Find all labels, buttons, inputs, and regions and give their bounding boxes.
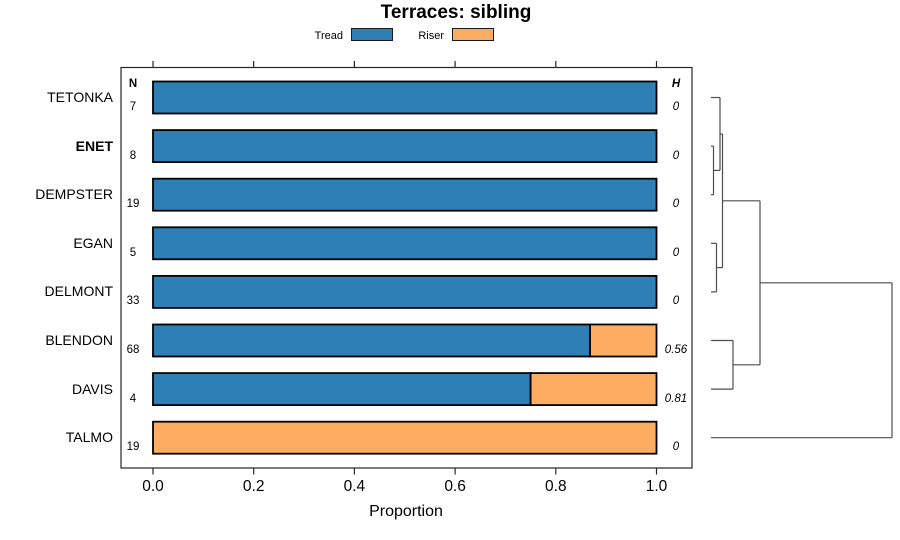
h-value-egan: 0 <box>672 246 680 259</box>
category-label-blendon: BLENDON <box>45 332 113 348</box>
plot-box <box>120 66 693 469</box>
bar-segment-tread-enet <box>152 129 658 164</box>
category-label-talmo: TALMO <box>65 429 113 446</box>
x-tick-label-0.0: 0.0 <box>142 478 164 495</box>
bar-segment-tread-blendon <box>152 323 591 358</box>
h-value-tetonka: 0 <box>672 101 680 113</box>
bar-segment-riser-talmo <box>152 420 658 455</box>
bar-segment-tread-dempster <box>152 177 658 212</box>
n-value-blendon: 68 <box>126 344 140 356</box>
h-value-blendon: 0.56 <box>664 344 688 356</box>
h-value-enet: 0 <box>672 149 680 162</box>
n-value-dempster: 19 <box>126 198 140 211</box>
x-tick-label-0.6: 0.6 <box>444 478 466 495</box>
category-label-enet: ENET <box>75 137 113 154</box>
h-value-talmo: 0 <box>672 441 680 454</box>
x-tick-label-0.8: 0.8 <box>545 478 567 495</box>
legend-label-riser: Riser <box>418 30 444 42</box>
bar-segment-tread-delmont <box>152 274 658 309</box>
x-axis-label: Proportion <box>369 503 443 520</box>
n-value-davis: 4 <box>129 392 137 405</box>
n-value-enet: 8 <box>129 149 137 162</box>
n-value-delmont: 33 <box>126 295 140 308</box>
category-label-davis: DAVIS <box>72 380 113 397</box>
bar-segment-riser-davis <box>529 372 658 407</box>
bar-segment-tread-tetonka <box>152 80 658 115</box>
h-value-delmont: 0 <box>672 295 680 308</box>
category-label-dempster: DEMPSTER <box>35 186 113 203</box>
n-value-egan: 5 <box>129 246 137 259</box>
bar-segment-tread-egan <box>152 226 658 261</box>
h-value-dempster: 0 <box>672 198 680 211</box>
n-value-talmo: 19 <box>126 441 140 454</box>
x-tick-label-1.0: 1.0 <box>645 478 668 495</box>
legend-swatch-riser <box>452 28 494 41</box>
x-tick-label-0.4: 0.4 <box>343 478 366 495</box>
bar-segment-riser-blendon <box>589 323 658 358</box>
h-value-davis: 0.81 <box>664 392 688 405</box>
legend-label-tread: Tread <box>314 30 343 42</box>
x-tick-label-0.2: 0.2 <box>242 478 265 495</box>
h-column-header: H <box>671 78 681 90</box>
n-value-tetonka: 7 <box>129 101 137 113</box>
category-label-tetonka: TETONKA <box>47 89 113 105</box>
chart-title: Terraces: sibling <box>380 2 532 23</box>
category-label-egan: EGAN <box>73 234 113 251</box>
bar-segment-tread-davis <box>152 372 532 407</box>
category-label-delmont: DELMONT <box>44 283 113 300</box>
n-column-header: N <box>128 78 138 90</box>
legend-swatch-tread <box>351 28 393 41</box>
